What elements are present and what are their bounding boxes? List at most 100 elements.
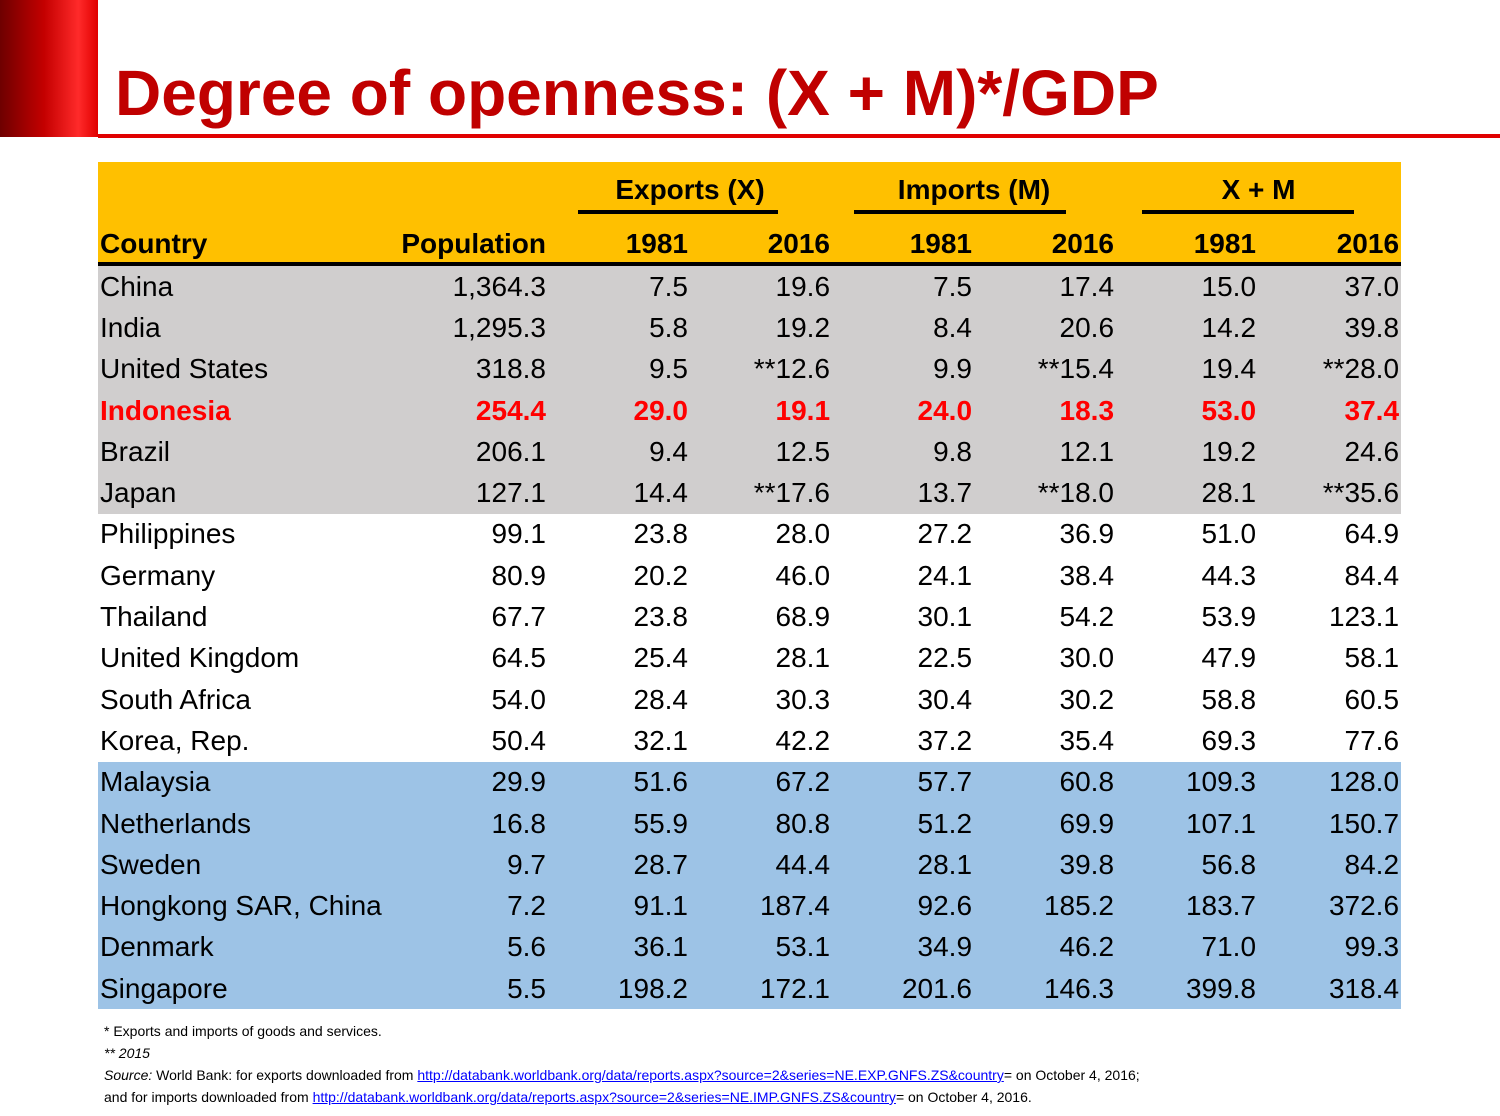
total-1981-cell: 44.3 [1116,555,1259,597]
openness-table: Exports (X) Imports (M) X + M Country Po… [98,162,1402,1010]
country-cell: Japan [98,472,398,514]
left-accent-bar [0,0,98,137]
source-date-exports: = on October 4, 2016; [1003,1067,1140,1083]
table-row: Japan 127.1 14.4 **17.6 13.7 **18.0 28.1 **35.6 [98,472,1402,514]
table-row: Indonesia 254.4 29.0 19.1 24.0 18.3 53.0 37.4 [98,389,1402,432]
exports-2016-cell: 19.2 [690,307,833,349]
group-total-label: X + M [1221,174,1296,205]
exports-1981-cell: 20.2 [548,555,690,597]
country-cell: Indonesia [98,389,398,432]
total-2016-cell: 37.0 [1258,264,1402,308]
population-cell: 318.8 [398,348,548,390]
col-exports-1981: 1981 [548,218,690,266]
total-1981-cell: 19.2 [1116,431,1259,473]
exports-1981-cell: 14.4 [548,472,690,514]
imports-1981-cell: 24.1 [832,555,975,597]
population-cell: 54.0 [398,678,548,721]
exports-1981-cell: 28.4 [548,678,690,721]
table-row: India 1,295.3 5.8 19.2 8.4 20.6 14.2 39.8 [98,307,1402,349]
country-cell: Germany [98,555,398,597]
imports-1981-cell: 24.0 [832,389,975,432]
title-underline [98,134,1500,138]
col-total-2016: 2016 [1258,218,1402,266]
population-cell: 50.4 [398,720,548,762]
population-cell: 5.6 [398,926,548,969]
footnote-goods-services: * Exports and imports of goods and servi… [104,1023,382,1039]
imports-2016-cell: **15.4 [974,348,1117,390]
col-imports-2016: 2016 [974,218,1117,266]
table-row: Thailand 67.7 23.8 68.9 30.1 54.2 53.9 123.1 [98,596,1402,638]
imports-2016-cell: 17.4 [974,264,1117,308]
imports-2016-cell: 146.3 [974,968,1117,1010]
country-cell: United States [98,348,398,390]
exports-source-link[interactable]: http://databank.worldbank.org/data/repor… [417,1067,1004,1083]
table-row: Malaysia 29.9 51.6 67.2 57.7 60.8 109.3 128.0 [98,761,1402,803]
imports-1981-cell: 30.4 [832,678,975,721]
imports-2016-cell: 20.6 [974,307,1117,349]
group-imports-underline [854,210,1067,214]
total-1981-cell: 107.1 [1116,802,1259,845]
population-cell: 254.4 [398,389,548,432]
imports-1981-cell: 7.5 [832,264,975,308]
total-1981-cell: 53.9 [1116,596,1259,638]
imports-2016-cell: 18.3 [974,389,1117,432]
population-cell: 5.5 [398,968,548,1010]
population-cell: 1,364.3 [398,264,548,308]
population-cell: 206.1 [398,431,548,473]
imports-2016-cell: 38.4 [974,555,1117,597]
table-row: Sweden 9.7 28.7 44.4 28.1 39.8 56.8 84.2 [98,844,1402,886]
country-cell: India [98,307,398,349]
exports-1981-cell: 32.1 [548,720,690,762]
country-cell: Philippines [98,513,398,556]
country-cell: Hongkong SAR, China [98,885,398,927]
group-exports: Exports (X) [548,162,833,218]
exports-1981-cell: 55.9 [548,802,690,845]
imports-2016-cell: 60.8 [974,761,1117,803]
total-1981-cell: 71.0 [1116,926,1259,969]
table-row: China 1,364.3 7.5 19.6 7.5 17.4 15.0 37.0 [98,264,1402,308]
country-cell: South Africa [98,678,398,721]
total-1981-cell: 47.9 [1116,637,1259,679]
exports-2016-cell: 187.4 [690,885,833,927]
total-1981-cell: 399.8 [1116,968,1259,1010]
total-2016-cell: 84.2 [1258,844,1402,886]
total-1981-cell: 56.8 [1116,844,1259,886]
country-cell: Malaysia [98,761,398,803]
table-row: Germany 80.9 20.2 46.0 24.1 38.4 44.3 84.4 [98,555,1402,597]
total-1981-cell: 183.7 [1116,885,1259,927]
country-cell: Denmark [98,926,398,969]
col-imports-1981: 1981 [832,218,975,266]
exports-2016-cell: 67.2 [690,761,833,803]
imports-2016-cell: 54.2 [974,596,1117,638]
source-label: Source: [104,1067,153,1083]
imports-2016-cell: 39.8 [974,844,1117,886]
imports-2016-cell: 46.2 [974,926,1117,969]
population-cell: 127.1 [398,472,548,514]
group-total: X + M [1116,162,1402,218]
total-2016-cell: 37.4 [1258,389,1402,432]
total-2016-cell: 318.4 [1258,968,1402,1010]
table-row: United States 318.8 9.5 **12.6 9.9 **15.4 19.4… [98,348,1402,390]
col-total-1981: 1981 [1116,218,1259,266]
population-cell: 7.2 [398,885,548,927]
imports-1981-cell: 13.7 [832,472,975,514]
imports-2016-cell: 69.9 [974,802,1117,845]
total-2016-cell: 24.6 [1258,431,1402,473]
imports-1981-cell: 9.8 [832,431,975,473]
total-1981-cell: 51.0 [1116,513,1259,556]
total-2016-cell: 84.4 [1258,555,1402,597]
openness-table-container: Exports (X) Imports (M) X + M Country Po… [98,162,1402,1010]
population-cell: 67.7 [398,596,548,638]
exports-2016-cell: 42.2 [690,720,833,762]
exports-1981-cell: 91.1 [548,885,690,927]
exports-1981-cell: 51.6 [548,761,690,803]
exports-2016-cell: 19.6 [690,264,833,308]
exports-1981-cell: 29.0 [548,389,690,432]
exports-1981-cell: 7.5 [548,264,690,308]
exports-1981-cell: 23.8 [548,513,690,556]
total-2016-cell: 128.0 [1258,761,1402,803]
table-row: Netherlands 16.8 55.9 80.8 51.2 69.9 107.1 150.… [98,802,1402,845]
table-row: Hongkong SAR, China 7.2 91.1 187.4 92.6 185.2… [98,885,1402,927]
imports-source-link[interactable]: http://databank.worldbank.org/data/repor… [312,1089,896,1105]
footnote-source-line-2: and for imports downloaded from http://d… [104,1086,1494,1108]
